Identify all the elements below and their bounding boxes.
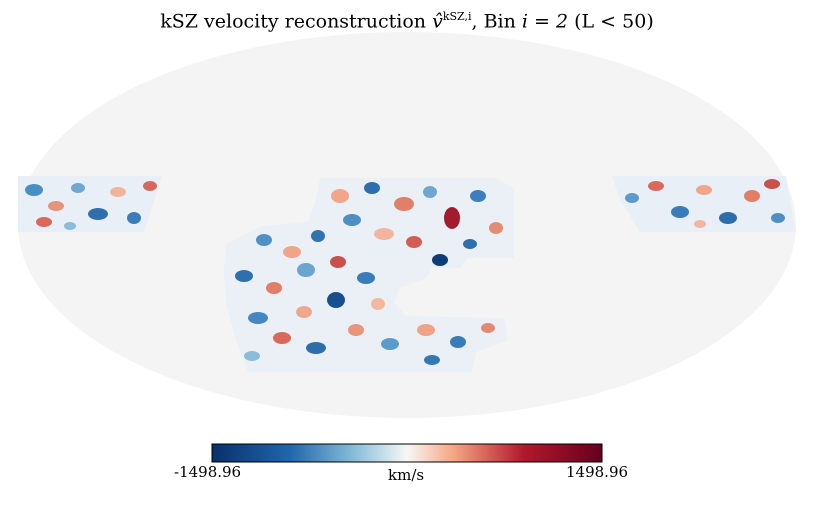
colorbar-unit-label: km/s (388, 466, 425, 484)
survey-patch-right (612, 176, 796, 232)
title-bin-expr: i = 2 (521, 10, 569, 33)
colorbar-max-label: 1498.96 (566, 463, 629, 481)
map-title: kSZ velocity reconstruction v̂kSZ,i, Bin… (0, 4, 814, 34)
title-symbol: v̂ (432, 10, 443, 33)
title-cut: (L < 50) (574, 10, 654, 33)
colorbar-min-label: -1498.96 (174, 463, 242, 481)
title-superscript: kSZ,i (442, 10, 472, 23)
survey-patch-left (18, 176, 162, 232)
title-suffix: , Bin (471, 10, 522, 33)
colorbar (211, 443, 603, 463)
title-prefix: kSZ velocity reconstruction (160, 10, 433, 33)
